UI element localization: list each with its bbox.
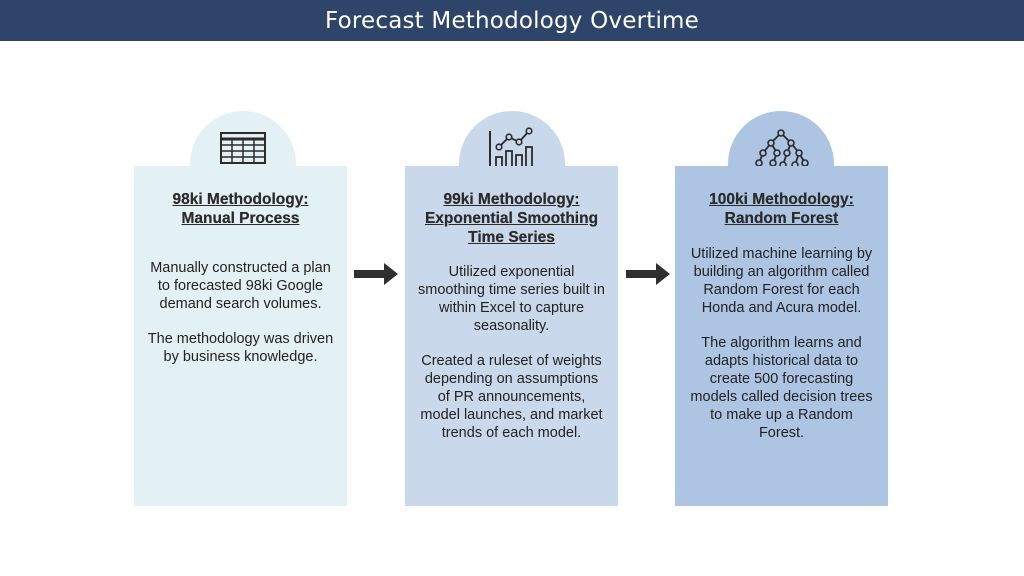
heading-line: Manual Process (181, 210, 300, 227)
title-bar: Forecast Methodology Overtime (0, 0, 1024, 41)
card-paragraph: Created a ruleset of weights depending o… (420, 353, 603, 441)
card-heading: 98ki Methodology: Manual Process (146, 190, 335, 228)
card-paragraph: Utilized machine learning by building an… (690, 246, 873, 316)
heading-line: Exponential Smoothing (424, 210, 599, 227)
card-paragraph: Utilized exponential smoothing time seri… (418, 264, 605, 334)
card-paragraph: The algorithm learns and adapts historic… (690, 335, 873, 441)
card-98ki: 98ki Methodology: Manual Process Manuall… (134, 166, 347, 506)
heading-line: 98ki Methodology: (172, 191, 309, 208)
card-99ki: 99ki Methodology: Exponential Smoothing … (405, 166, 618, 506)
arrow-right-icon (354, 263, 398, 285)
card-heading: 100ki Methodology: Random Forest (687, 190, 876, 228)
heading-line: Time Series (468, 229, 555, 246)
heading-line: 99ki Methodology: (443, 191, 580, 208)
heading-line: 100ki Methodology: (709, 191, 854, 208)
table-icon (220, 132, 266, 164)
arrow-right-icon (626, 263, 670, 285)
card-paragraph: Manually constructed a plan to forecaste… (150, 260, 331, 312)
card-heading: 99ki Methodology: Exponential Smoothing … (417, 190, 606, 247)
card-paragraph: The methodology was driven by business k… (147, 331, 334, 365)
page-title: Forecast Methodology Overtime (324, 7, 700, 34)
card-100ki: 100ki Methodology: Random Forest Utilize… (675, 166, 888, 506)
heading-line: Random Forest (724, 210, 839, 227)
